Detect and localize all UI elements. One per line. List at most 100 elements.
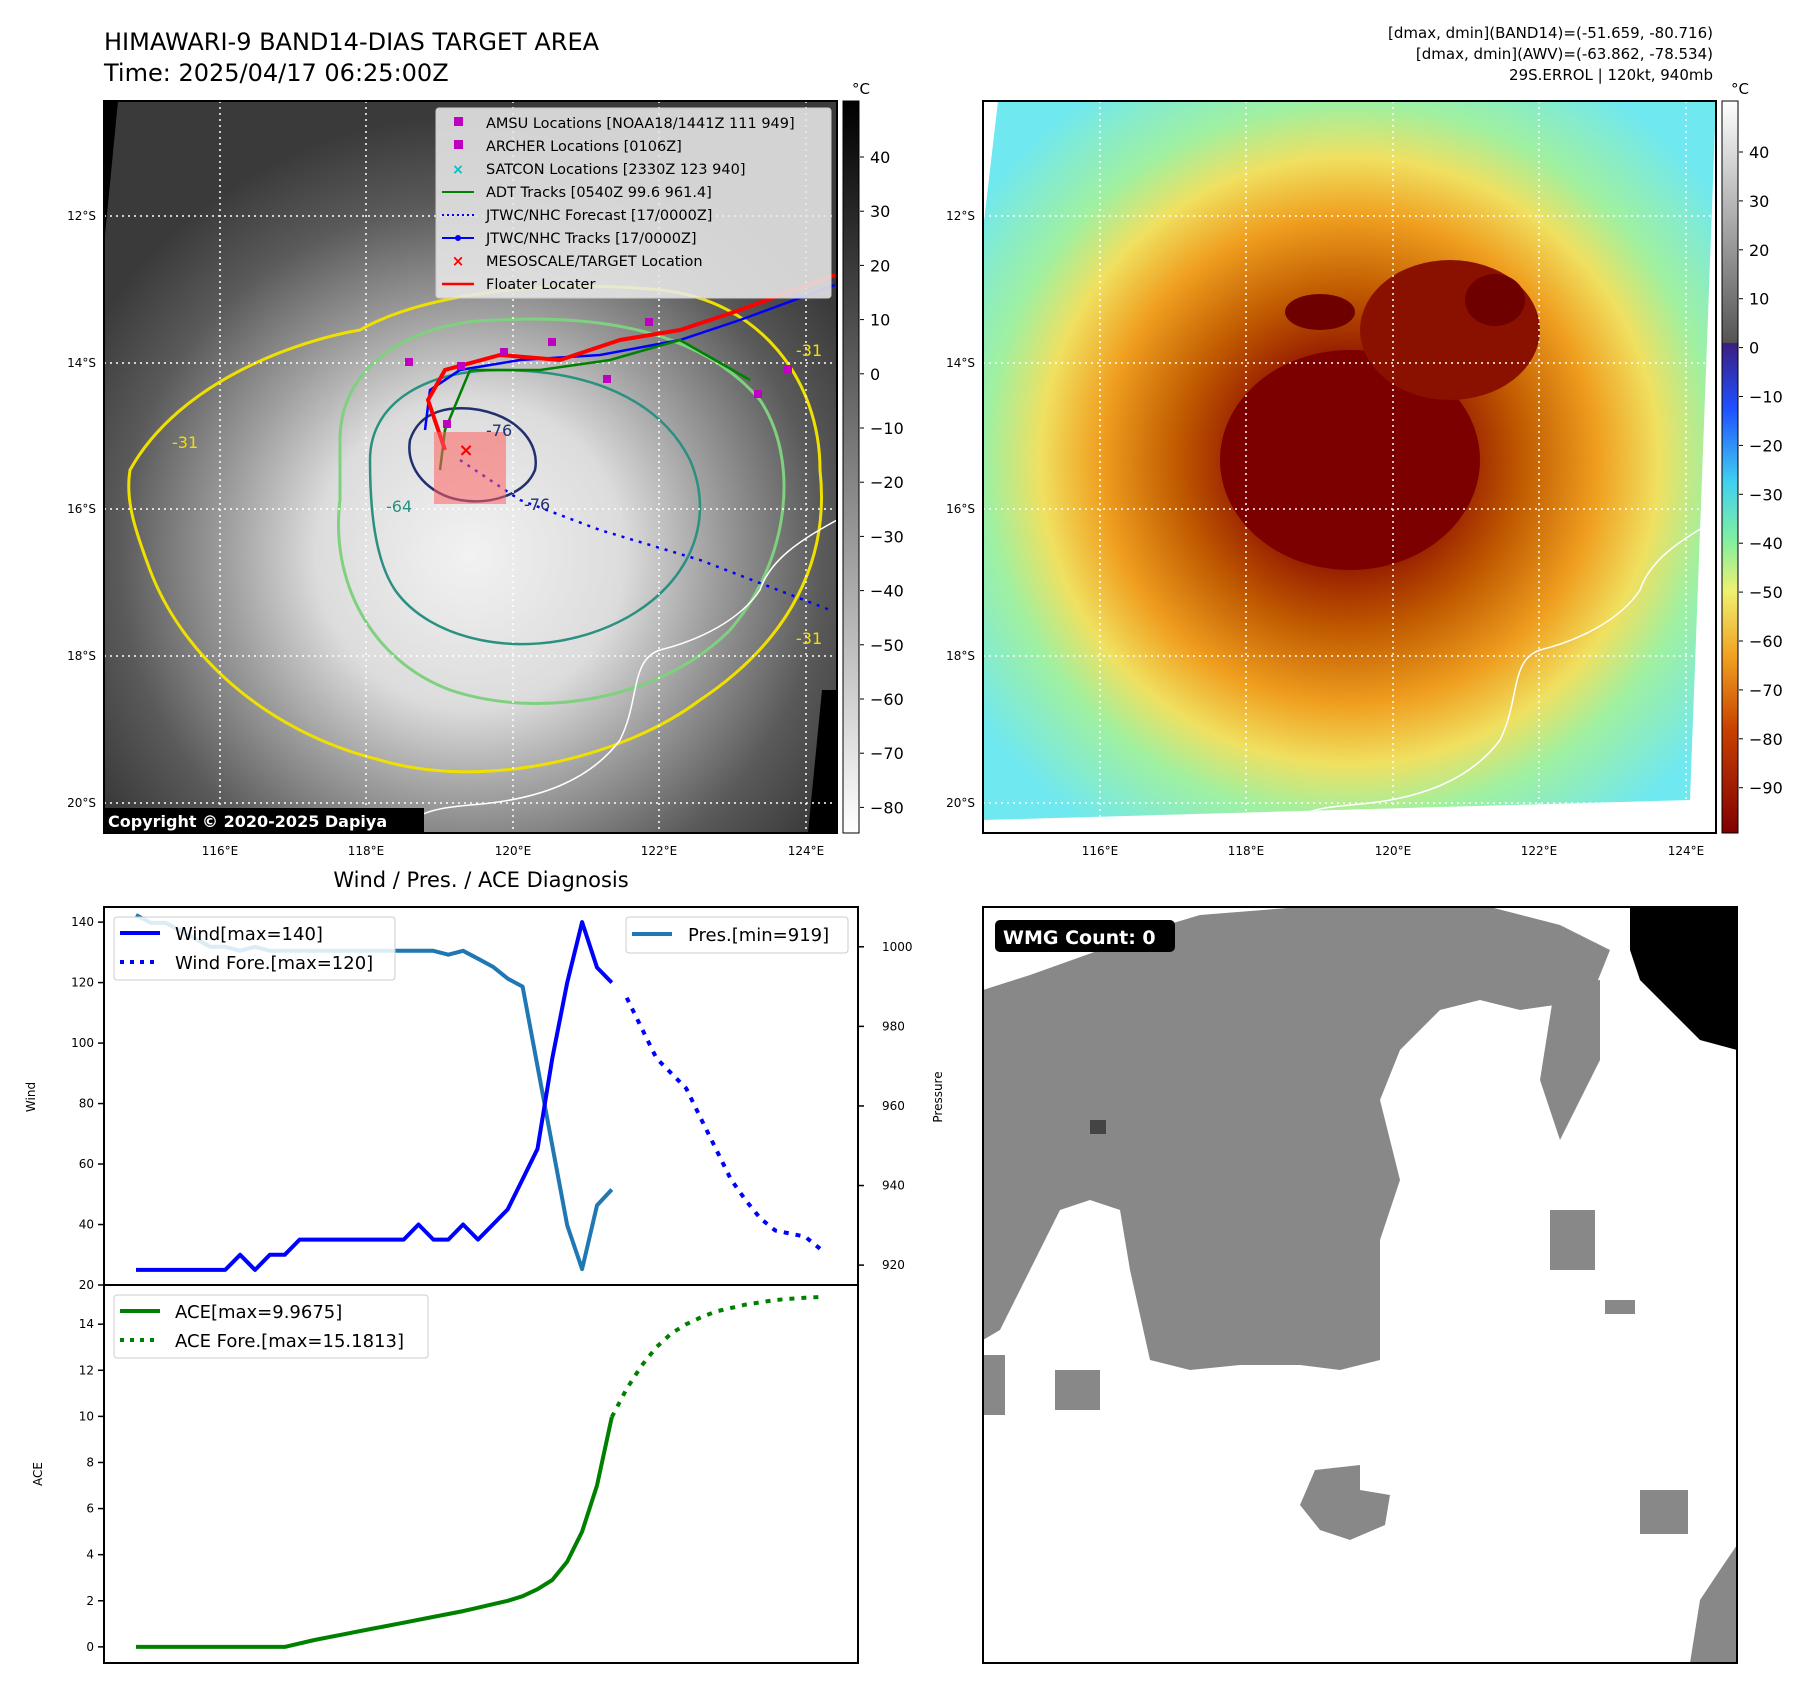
ir-colorbar-unit: °C [852,80,870,98]
lat-tick-label: 16°S [67,502,96,516]
colorbar-tick-label: −10 [870,419,904,438]
legend-item: ARCHER Locations [0106Z] [454,139,682,155]
wmg-gray-region [1605,1300,1635,1314]
amsu-markers [405,318,792,428]
lat-tick-label: 14°S [946,356,975,370]
colorbar-tick-label: 10 [870,311,890,330]
colorbar-tick-label: −40 [870,582,904,601]
pressure-tick-label: 980 [882,1019,905,1033]
lon-tick-label: 124°E [788,844,825,858]
map-legend: AMSU Locations [NOAA18/1441Z 111 949] AR… [435,107,832,299]
contour-label: -76 [524,495,550,514]
pressure-axis-label: Pressure [931,1071,945,1122]
wmg-count-badge [995,920,1175,952]
colorbar-tick-label: 20 [870,256,890,275]
ir-map-missing-right [808,690,837,833]
legend-label: JTWC/NHC Tracks [17/0000Z] [485,231,697,247]
legend-label: SATCON Locations [2330Z 123 940] [486,162,745,178]
awv-map-gridlines [983,101,1716,833]
wmg-gray-region [983,907,1610,1370]
wmg-gray-region [1055,1370,1100,1410]
wmg-dark-cell [1090,1120,1106,1134]
wmg-frame [982,906,1738,1664]
wind-tick-label: 140 [71,915,94,929]
ir-colorbar-bar [842,100,860,834]
contour-label: -64 [386,497,412,516]
satcon-legend-icon: × [452,162,464,178]
lon-tick-label: 122°E [641,844,678,858]
legend-item: JTWC/NHC Forecast [17/0000Z] [442,208,712,224]
ir-map-missing-left [104,101,118,245]
wind-line [136,920,614,1272]
pressure-tick-label: 940 [882,1179,905,1193]
colorbar-tick-label: −40 [1749,534,1783,553]
wmg-count-label: WMG Count: 0 [1003,927,1156,949]
legend-label: ARCHER Locations [0106Z] [486,139,682,155]
ir-colorbar: °C 40 30 20 10 0 −10 −20 −30 −40 −50 −60 −70 −80 [842,80,904,834]
ace-tick-label: 2 [86,1594,94,1608]
colorbar-tick-label: −30 [870,527,904,546]
wind-tick-label: 60 [79,1157,94,1171]
jtwc-track-legend-dot [455,235,461,241]
lat-tick-label: 12°S [946,209,975,223]
legend-item: × MESOSCALE/TARGET Location [452,252,703,270]
colorbar-tick-label: −80 [1749,730,1783,749]
colorbar-tick-label: 0 [1749,339,1759,358]
colorbar-tick-label: −50 [870,636,904,655]
ace-tick-label: 12 [79,1363,94,1377]
awv-cell [1285,294,1355,330]
lon-tick-label: 124°E [1668,844,1705,858]
wind-tick-label: 120 [71,976,94,990]
pressure-legend: Pres.[min=919] [625,916,849,954]
ace-tick-label: 10 [79,1409,94,1423]
colorbar-tick-label: 40 [870,148,890,167]
ace-lines [136,1295,821,1649]
copyright-text: Copyright © 2020-2025 Dapiya [108,812,387,831]
contour-label: -31 [796,341,822,360]
colorbar-tick-label: −70 [1749,681,1783,700]
ir-map: × -31 -64 -76 -76 -31 -31 [103,100,838,834]
ir-map-lat-ticks: 12°S 14°S 16°S 18°S 20°S [67,209,96,810]
lon-tick-label: 122°E [1521,844,1558,858]
wmg-panel: WMG Count: 0 [982,906,1738,1664]
ace-line [136,1416,614,1649]
lat-tick-label: 18°S [67,649,96,663]
ace-legend: ACE[max=9.9675] ACE Fore.[max=15.1813] [113,1294,429,1359]
adt-track [438,338,751,471]
figure-time: Time: 2025/04/17 06:25:00Z [103,59,449,87]
lon-tick-label: 116°E [202,844,239,858]
awv-map-frame [982,100,1717,834]
ace-tick-label: 4 [86,1548,94,1562]
lon-tick-label: 120°E [495,844,532,858]
colorbar-tick-label: −30 [1749,485,1783,504]
contour-label: -31 [796,629,822,648]
lat-tick-label: 20°S [67,796,96,810]
floater-track [425,273,836,451]
colorbar-tick-label: 20 [1749,241,1769,260]
lon-tick-label: 118°E [1228,844,1265,858]
target-area-box [434,432,506,504]
ace-tick-label: 8 [86,1455,94,1469]
stats-awv: [dmax, dmin](AWV)=(-63.862, -78.534) [1416,45,1713,63]
colorbar-tick-label: −60 [870,690,904,709]
lat-tick-label: 12°S [67,209,96,223]
awv-map [982,100,1717,834]
wind-tick-label: 80 [79,1097,94,1111]
wind-pressure-panel: Wind Pressure 20 40 60 80 100 120 140 920 940 96… [24,906,945,1292]
pressure-legend-label: Pres.[min=919] [688,925,829,946]
wind-legend: Wind[max=140] Wind Fore.[max=120] [113,916,396,981]
legend-label: ADT Tracks [0540Z 99.6 961.4] [486,185,712,201]
pressure-tick-label: 1000 [882,940,913,954]
contour-label: -76 [486,421,512,440]
contour-yellow [127,284,823,774]
awv-colorbar-ticks: 40 30 20 10 0 −10 −20 −30 −40 −50 −60 −70 −80 −90 [1739,143,1783,798]
pressure-ticks: 920 940 960 980 1000 [858,940,913,1272]
lon-tick-label: 120°E [1375,844,1412,858]
ir-colorbar-ticks: 40 30 20 10 0 −10 −20 −30 −40 −50 −60 −70 −80 [860,148,904,817]
lat-tick-label: 18°S [946,649,975,663]
wind-forecast-line [624,996,822,1251]
ace-fore-legend-label: ACE Fore.[max=15.1813] [175,1331,404,1352]
pressure-legend-box [625,916,849,954]
ace-axis-label: ACE [31,1462,45,1486]
